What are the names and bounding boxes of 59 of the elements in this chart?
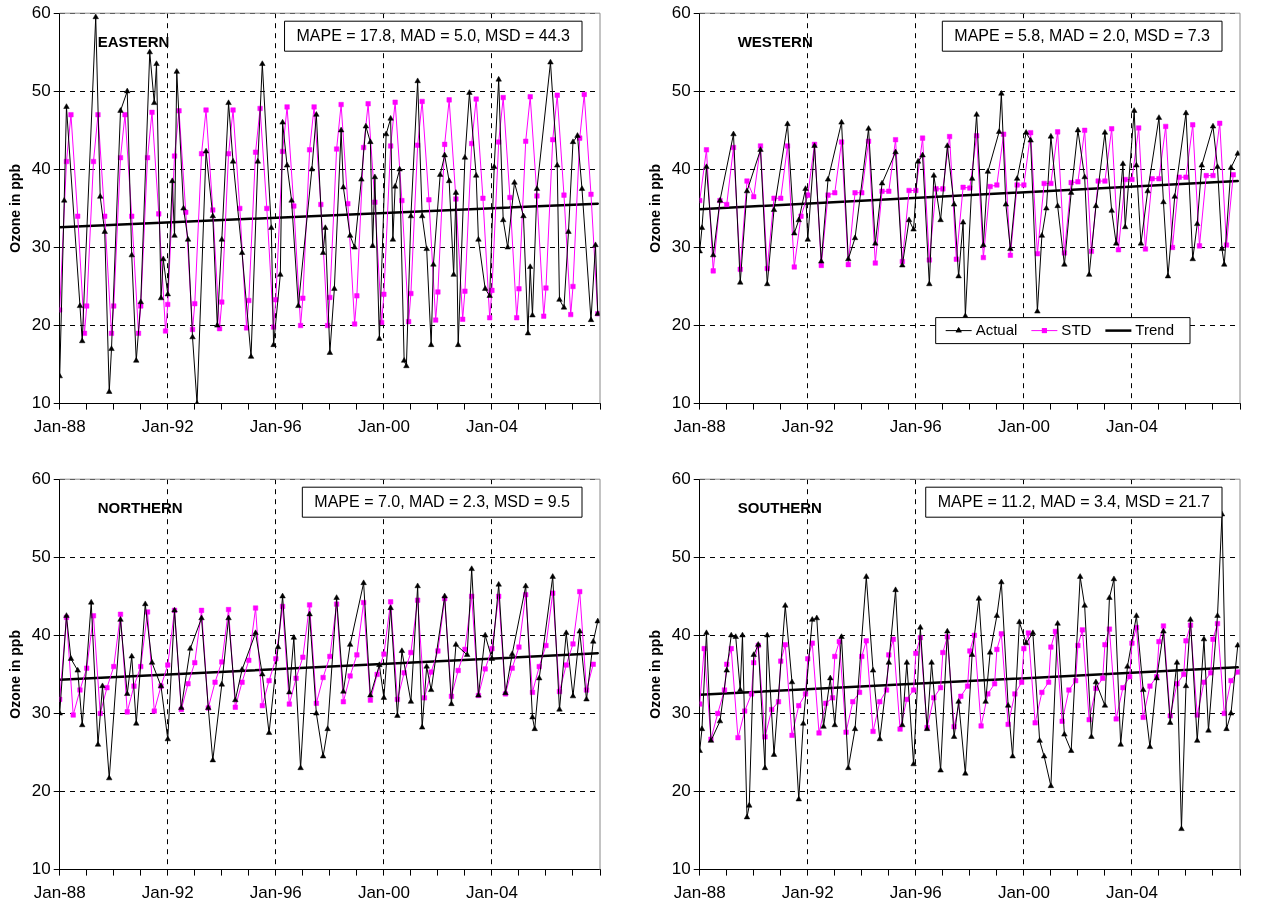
x-tick-label: Jan-00	[357, 417, 410, 437]
y-tick-label: 40	[671, 625, 691, 645]
y-tick-label: 40	[31, 625, 51, 645]
y-tick-label: 10	[671, 393, 691, 413]
annotation: MAPE = 5.8, MAD = 2.0, MSD = 7.3	[954, 26, 1211, 44]
x-tick-label: Jan-00	[357, 883, 410, 903]
legend-label: Actual	[975, 320, 1018, 338]
annotation: MAPE = 17.8, MAD = 5.0, MSD = 44.3	[296, 26, 571, 44]
y-tick-label: 20	[31, 781, 51, 801]
legend-label: STD	[1061, 320, 1092, 338]
x-tick-label: Jan-04	[1105, 417, 1158, 437]
x-tick-label: Jan-88	[33, 417, 86, 437]
y-tick-label: 60	[31, 468, 51, 488]
text: EASTERN	[97, 33, 170, 51]
y-tick-label: 20	[671, 315, 691, 335]
y-axis-title: Ozone in ppb	[647, 164, 664, 253]
x-tick-label: Jan-96	[249, 883, 302, 903]
x-tick-label: Jan-00	[997, 417, 1050, 437]
y-tick-label: 50	[671, 80, 691, 100]
y-tick-label: 30	[671, 703, 691, 723]
x-tick-label: Jan-92	[141, 883, 194, 903]
x-tick-label: Jan-92	[781, 883, 834, 903]
y-axis-title: Ozone in ppb	[7, 164, 24, 253]
x-tick-label: Jan-96	[889, 883, 942, 903]
x-tick-label: Jan-92	[781, 417, 834, 437]
text: WESTERN	[737, 33, 813, 51]
annotation: MAPE = 11.2, MAD = 3.4, MSD = 21.7	[937, 492, 1211, 510]
x-tick-label: Jan-96	[249, 417, 302, 437]
y-tick-label: 10	[31, 393, 51, 413]
y-tick-label: 30	[671, 237, 691, 257]
x-tick-label: Jan-88	[33, 883, 86, 903]
legend-label: Trend	[1135, 320, 1175, 338]
y-tick-label: 10	[31, 859, 51, 879]
y-tick-label: 60	[31, 2, 51, 22]
x-tick-label: Jan-04	[465, 883, 518, 903]
y-tick-label: 40	[671, 159, 691, 179]
x-tick-label: Jan-88	[673, 417, 726, 437]
y-tick-label: 50	[31, 546, 51, 566]
x-tick-label: Jan-96	[889, 417, 942, 437]
annotation: MAPE = 7.0, MAD = 2.3, MSD = 9.5	[314, 492, 571, 510]
x-tick-label: Jan-88	[673, 883, 726, 903]
y-tick-label: 30	[31, 703, 51, 723]
y-tick-label: 50	[671, 546, 691, 566]
y-tick-label: 50	[31, 80, 51, 100]
y-axis-title: Ozone in ppb	[647, 630, 664, 719]
y-axis-title: Ozone in ppb	[7, 630, 24, 719]
y-tick-label: 40	[31, 159, 51, 179]
text: NORTHERN	[97, 499, 183, 517]
y-tick-label: 20	[31, 315, 51, 335]
y-tick-label: 10	[671, 859, 691, 879]
text: SOUTHERN	[737, 499, 822, 517]
y-tick-label: 20	[671, 781, 691, 801]
x-tick-label: Jan-04	[465, 417, 518, 437]
y-tick-label: 30	[31, 237, 51, 257]
y-tick-label: 60	[671, 468, 691, 488]
y-tick-label: 60	[671, 2, 691, 22]
x-tick-label: Jan-92	[141, 417, 194, 437]
x-tick-label: Jan-00	[997, 883, 1050, 903]
x-tick-label: Jan-04	[1105, 883, 1158, 903]
